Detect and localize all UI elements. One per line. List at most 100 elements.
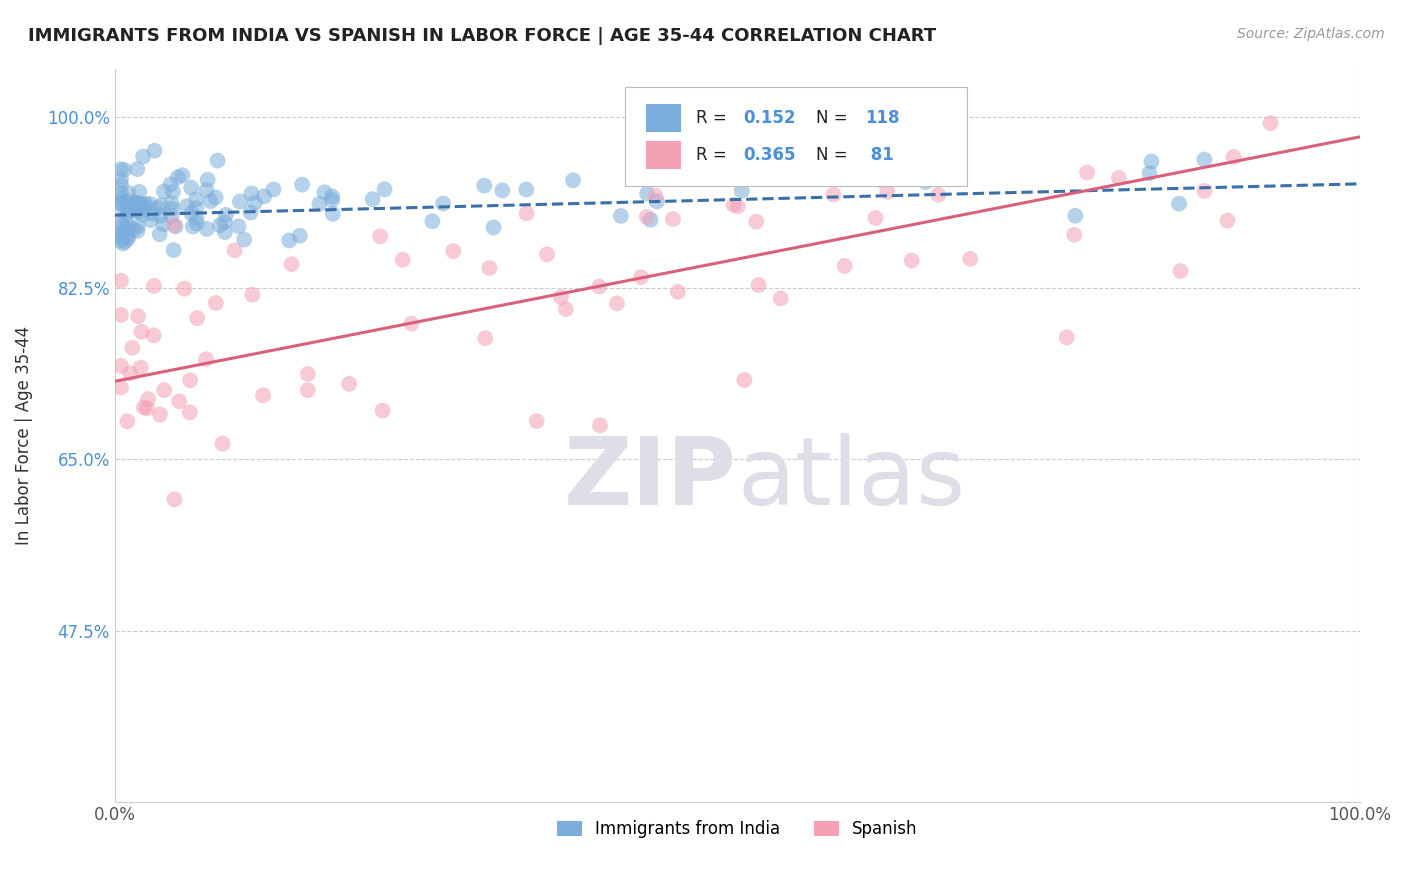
Point <box>186 211 208 225</box>
Point <box>152 218 174 232</box>
Point <box>644 188 666 202</box>
Point <box>153 185 176 199</box>
Point <box>204 190 226 204</box>
Point <box>941 91 963 105</box>
FancyBboxPatch shape <box>647 104 681 132</box>
Point <box>111 236 134 251</box>
Point <box>132 150 155 164</box>
Point <box>233 233 256 247</box>
Point <box>491 183 513 197</box>
Point <box>262 182 284 196</box>
Point <box>361 192 384 206</box>
Text: atlas: atlas <box>737 433 966 525</box>
Point <box>640 212 662 227</box>
Text: 0.152: 0.152 <box>744 110 796 128</box>
Text: 81: 81 <box>865 146 894 164</box>
Point <box>172 168 194 182</box>
Point <box>1139 166 1161 180</box>
Point <box>131 325 153 339</box>
Text: R =: R = <box>696 110 733 128</box>
Point <box>180 180 202 194</box>
Point <box>146 201 169 215</box>
Point <box>314 186 336 200</box>
Point <box>117 186 139 200</box>
Point <box>142 279 165 293</box>
Point <box>118 220 141 235</box>
Point <box>823 187 845 202</box>
Point <box>110 229 132 244</box>
Point <box>186 201 208 215</box>
Point <box>589 418 612 433</box>
Point <box>128 196 150 211</box>
Point <box>253 189 276 203</box>
Point <box>472 178 495 193</box>
Point <box>727 199 749 213</box>
Point <box>662 212 685 227</box>
Point <box>1076 165 1098 179</box>
Point <box>127 196 149 211</box>
Point <box>745 214 768 228</box>
Point <box>139 196 162 211</box>
Point <box>128 185 150 199</box>
Legend: Immigrants from India, Spanish: Immigrants from India, Spanish <box>550 814 924 845</box>
Point <box>114 211 136 226</box>
Point <box>134 197 156 211</box>
Point <box>186 216 208 230</box>
Point <box>163 492 186 507</box>
Text: R =: R = <box>696 146 733 164</box>
Point <box>834 259 856 273</box>
Point <box>804 164 827 178</box>
Point <box>228 219 250 234</box>
Point <box>195 183 218 197</box>
Point <box>110 186 132 201</box>
Point <box>110 173 132 187</box>
Point <box>124 196 146 211</box>
Point <box>1064 209 1087 223</box>
Point <box>636 186 658 201</box>
Text: ZIP: ZIP <box>564 433 737 525</box>
Point <box>562 173 585 187</box>
Point <box>160 209 183 223</box>
Point <box>110 380 132 394</box>
Point <box>197 173 219 187</box>
Point <box>308 197 330 211</box>
Point <box>278 234 301 248</box>
Point <box>125 202 148 216</box>
Point <box>321 189 343 203</box>
Point <box>163 243 186 257</box>
Point <box>117 231 139 245</box>
Point <box>321 193 343 207</box>
Point <box>1140 154 1163 169</box>
Point <box>167 170 190 185</box>
Point <box>900 253 922 268</box>
Point <box>180 206 202 220</box>
Point <box>1222 150 1244 164</box>
Point <box>214 225 236 239</box>
Point <box>181 219 204 234</box>
Point <box>645 194 668 209</box>
Text: Source: ZipAtlas.com: Source: ZipAtlas.com <box>1237 27 1385 41</box>
Point <box>280 257 302 271</box>
Point <box>297 367 319 381</box>
Point <box>110 228 132 243</box>
Point <box>474 331 496 345</box>
Point <box>110 195 132 210</box>
Point <box>142 328 165 343</box>
Point <box>516 206 538 220</box>
Point <box>115 222 138 236</box>
Point <box>179 405 201 419</box>
Point <box>252 388 274 402</box>
Point <box>195 222 218 236</box>
Point <box>204 296 226 310</box>
Point <box>117 194 139 209</box>
Point <box>125 204 148 219</box>
Point <box>606 296 628 310</box>
Y-axis label: In Labor Force | Age 35-44: In Labor Force | Age 35-44 <box>15 326 32 545</box>
Point <box>121 341 143 355</box>
Point <box>630 270 652 285</box>
Point <box>1063 227 1085 242</box>
Point <box>811 142 834 156</box>
Point <box>186 311 208 326</box>
Point <box>769 292 792 306</box>
Point <box>1108 171 1130 186</box>
